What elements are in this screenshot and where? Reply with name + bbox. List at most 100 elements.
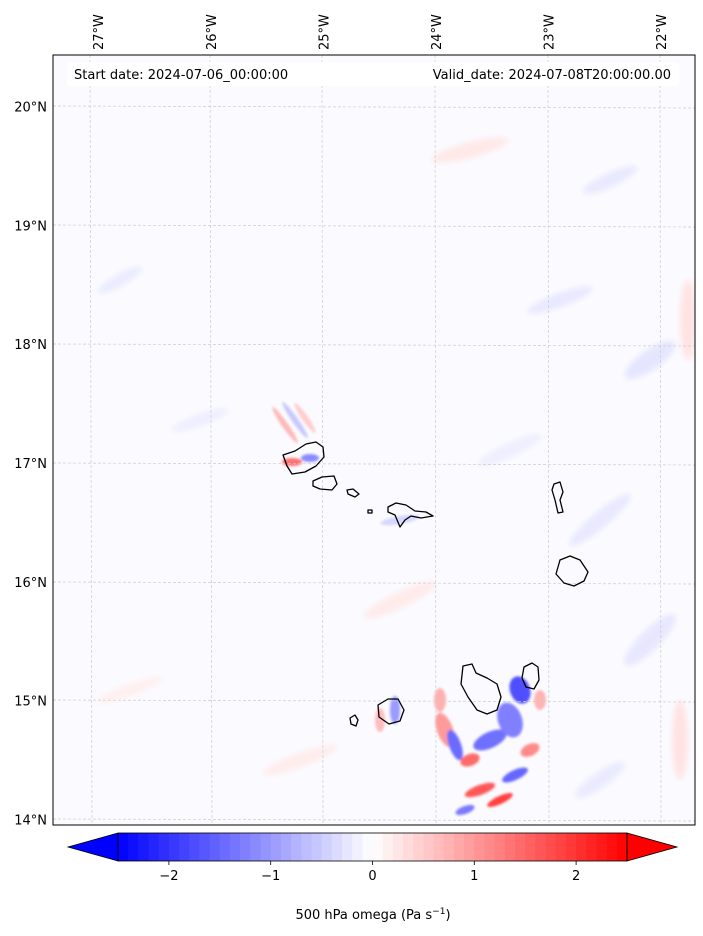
island-maio <box>521 662 540 690</box>
colorbar-extend-left <box>66 832 119 862</box>
colorbar-cell <box>352 833 363 861</box>
colorbar-cell <box>260 833 272 861</box>
longitude-tick-labels: 27°W 26°W 25°W 24°W 23°W 22°W <box>92 14 670 50</box>
colorbar-cell <box>484 833 496 861</box>
colorbar-cell <box>301 833 313 861</box>
colorbar-label-suffix: ) <box>445 908 450 923</box>
colorbar-cell <box>382 833 394 861</box>
lat-tick-label: 15°N <box>14 695 47 710</box>
colorbar-cell <box>240 833 251 861</box>
island-branco <box>367 509 373 514</box>
colorbar-cell <box>250 833 262 861</box>
colorbar-label-exponent: −1 <box>432 907 445 917</box>
lat-tick-label: 19°N <box>14 219 47 234</box>
colorbar-cell <box>148 833 160 861</box>
lon-tick-label: 27°W <box>92 14 107 50</box>
colorbar-cell <box>209 833 221 861</box>
lat-tick-label: 14°N <box>14 813 47 828</box>
lon-tick-label: 22°W <box>655 14 670 50</box>
lat-tick-label: 16°N <box>14 576 47 591</box>
colorbar-cell <box>443 833 455 861</box>
colorbar-cell <box>535 833 547 861</box>
island-sao-vicente <box>312 475 338 491</box>
coastlines <box>282 441 589 727</box>
colorbar-cell <box>229 833 241 861</box>
island-boa-vista <box>555 555 589 587</box>
omega-field <box>97 137 695 816</box>
colorbar-cell <box>423 833 435 861</box>
colorbar-cell <box>586 833 598 861</box>
info-box <box>67 62 679 86</box>
colorbar: −2 −1 0 1 2 500 hPa omega (Pa s−1) <box>66 832 679 923</box>
colorbar-cell <box>606 833 618 861</box>
lat-tick-label: 20°N <box>14 101 47 116</box>
island-sal <box>551 481 564 514</box>
colorbar-cell <box>453 833 465 861</box>
colorbar-tick-label: −2 <box>159 869 178 884</box>
colorbar-tick-label: 2 <box>572 869 580 884</box>
colorbar-cell <box>555 833 567 861</box>
colorbar-extend-right <box>626 832 679 862</box>
island-fogo <box>377 698 405 725</box>
island-sao-nicolau <box>387 502 434 528</box>
colorbar-cell <box>219 833 231 861</box>
colorbar-cell <box>280 833 292 861</box>
colorbar-tick-label: 0 <box>368 869 376 884</box>
colorbar-cell <box>616 833 628 861</box>
colorbar-cell <box>565 833 577 861</box>
lat-tick-label: 17°N <box>14 457 47 472</box>
colorbar-cell <box>372 833 384 861</box>
lon-tick-label: 26°W <box>205 14 220 50</box>
colorbar-tick-label: 1 <box>470 869 478 884</box>
colorbar-cell <box>158 833 170 861</box>
colorbar-cell <box>433 833 445 861</box>
island-brava <box>349 714 359 727</box>
island-santo-antao <box>282 441 325 475</box>
colorbar-cell <box>138 833 150 861</box>
colorbar-cell <box>525 833 536 861</box>
colorbar-cell <box>392 833 404 861</box>
colorbar-cell <box>199 833 211 861</box>
colorbar-cell <box>576 833 587 861</box>
island-santiago <box>460 663 502 715</box>
colorbar-label-prefix: 500 hPa omega (Pa s <box>295 908 432 923</box>
island-santa-luzia <box>346 488 360 498</box>
graticule <box>53 55 695 825</box>
colorbar-label: 500 hPa omega (Pa s−1) <box>295 907 450 923</box>
colorbar-cell <box>403 833 414 861</box>
colorbar-cells <box>118 833 628 861</box>
colorbar-cell <box>504 833 516 861</box>
map-background <box>53 55 695 825</box>
colorbar-cell <box>464 833 475 861</box>
map-panel <box>52 54 696 826</box>
colorbar-cell <box>362 833 374 861</box>
colorbar-cell <box>311 833 323 861</box>
colorbar-cell <box>291 833 302 861</box>
colorbar-cell <box>118 833 129 861</box>
valid-date-label: Valid_date: 2024-07-08T20:00:00.00 <box>433 68 671 83</box>
colorbar-cell <box>596 833 608 861</box>
colorbar-cell <box>189 833 201 861</box>
start-date-label: Start date: 2024-07-06_00:00:00 <box>74 68 288 83</box>
colorbar-ticks: −2 −1 0 1 2 <box>159 861 580 884</box>
lon-tick-label: 25°W <box>317 14 332 50</box>
colorbar-cell <box>474 833 486 861</box>
colorbar-cell <box>341 833 353 861</box>
colorbar-cell <box>270 833 282 861</box>
colorbar-cell <box>494 833 506 861</box>
colorbar-cell <box>168 833 180 861</box>
latitude-tick-labels: 20°N 19°N 18°N 17°N 16°N 15°N 14°N <box>14 101 47 829</box>
colorbar-cell <box>179 833 190 861</box>
colorbar-cell <box>321 833 333 861</box>
colorbar-cell <box>413 833 424 861</box>
colorbar-cell <box>331 833 343 861</box>
colorbar-cell <box>128 833 139 861</box>
lat-tick-label: 18°N <box>14 338 47 353</box>
colorbar-cell <box>545 833 557 861</box>
lon-tick-label: 24°W <box>430 14 445 50</box>
colorbar-tick-label: −1 <box>261 869 280 884</box>
map-frame <box>52 54 696 826</box>
colorbar-cell <box>515 833 526 861</box>
lon-tick-label: 23°W <box>543 14 558 50</box>
